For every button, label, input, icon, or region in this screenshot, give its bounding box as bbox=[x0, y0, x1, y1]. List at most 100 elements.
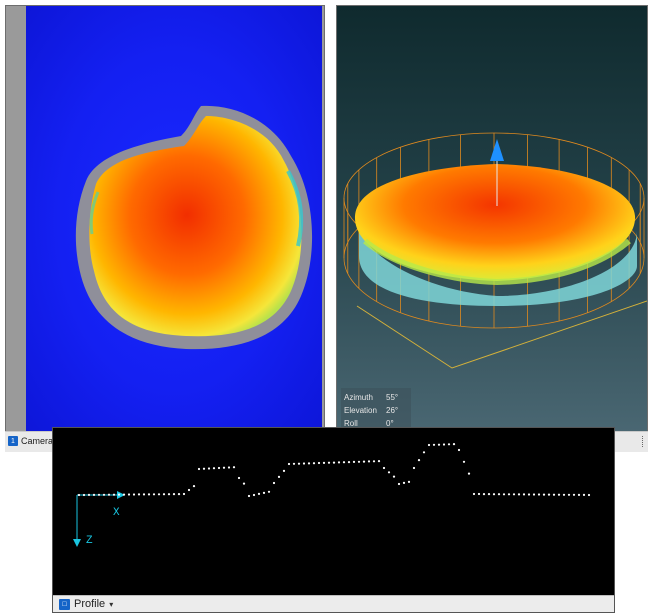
profile-point bbox=[487, 493, 491, 496]
profile-point bbox=[287, 462, 291, 466]
point-cloud-side bbox=[359, 221, 637, 306]
profile-point bbox=[272, 481, 276, 485]
object-surface bbox=[89, 116, 302, 337]
profile-point bbox=[202, 467, 206, 470]
profile-panel[interactable]: X Z □ Profile ▾ bbox=[52, 427, 615, 613]
profile-point bbox=[257, 492, 261, 495]
profile-point bbox=[132, 493, 136, 496]
profile-point bbox=[322, 461, 326, 464]
orientation-row: Roll 0° bbox=[344, 417, 408, 430]
profile-point bbox=[417, 459, 421, 462]
profile-toolbar: □ Profile ▾ bbox=[53, 595, 614, 612]
panel-grip-handle[interactable] bbox=[642, 436, 646, 447]
profile-points bbox=[77, 443, 591, 498]
azimuth-value: 55° bbox=[386, 393, 399, 402]
profile-point bbox=[532, 493, 536, 496]
profile-point bbox=[512, 493, 516, 496]
profile-point bbox=[157, 493, 161, 496]
profile-point bbox=[232, 466, 236, 469]
profile-point bbox=[502, 493, 506, 496]
profile-point bbox=[97, 493, 101, 496]
profile-point bbox=[507, 493, 511, 496]
3d-view-panel[interactable]: Azimuth 55° Elevation 26° Roll 0° bbox=[336, 5, 648, 451]
profile-point bbox=[582, 493, 586, 496]
profile-point bbox=[207, 467, 211, 470]
profile-point bbox=[527, 493, 531, 496]
profile-dropdown-chevron-icon[interactable]: ▾ bbox=[109, 599, 114, 609]
profile-title[interactable]: Profile bbox=[74, 598, 106, 610]
profile-point bbox=[112, 493, 116, 496]
profile-point bbox=[397, 482, 401, 486]
profile-point bbox=[587, 493, 591, 497]
profile-point bbox=[402, 481, 406, 484]
point-cloud-surface bbox=[354, 164, 636, 281]
profile-point bbox=[267, 490, 271, 493]
profile-point bbox=[462, 460, 466, 463]
profile-point bbox=[492, 493, 496, 496]
profile-point bbox=[357, 460, 361, 463]
profile-point bbox=[142, 493, 146, 496]
profile-point bbox=[552, 493, 556, 496]
profile-point bbox=[117, 493, 121, 496]
profile-point bbox=[247, 494, 251, 498]
profile-point bbox=[312, 462, 316, 465]
profile-point bbox=[147, 493, 151, 496]
profile-point bbox=[577, 493, 581, 496]
profile-point bbox=[457, 448, 461, 452]
orientation-row: Azimuth 55° bbox=[344, 391, 408, 404]
profile-point bbox=[122, 493, 126, 496]
height-map-image bbox=[75, 105, 313, 350]
profile-point bbox=[377, 460, 381, 463]
profile-point bbox=[537, 493, 541, 496]
ground-plane bbox=[356, 300, 647, 369]
profile-point bbox=[442, 443, 446, 446]
profile-point bbox=[87, 493, 91, 496]
profile-point bbox=[282, 469, 286, 472]
profile-point bbox=[422, 451, 426, 454]
profile-point bbox=[182, 492, 186, 496]
profile-point bbox=[562, 493, 566, 496]
profile-point bbox=[437, 443, 441, 446]
profile-point bbox=[277, 475, 281, 478]
profile-point bbox=[432, 443, 436, 446]
3d-point-cloud bbox=[343, 132, 647, 369]
profile-point bbox=[452, 443, 456, 446]
profile-point bbox=[172, 493, 176, 496]
z-axis-arrow-icon bbox=[73, 539, 81, 547]
profile-point bbox=[567, 493, 571, 496]
profile-point bbox=[77, 493, 81, 497]
profile-point bbox=[497, 493, 501, 496]
profile-point bbox=[317, 461, 321, 465]
camera-tab[interactable]: 1 Camera bbox=[8, 436, 53, 446]
camera-height-map[interactable] bbox=[26, 6, 322, 436]
profile-point bbox=[187, 488, 191, 492]
profile-point bbox=[177, 493, 181, 496]
x-axis-label: X bbox=[113, 507, 120, 519]
orientation-row: Elevation 26° bbox=[344, 404, 408, 417]
profile-point bbox=[192, 485, 196, 488]
camera-tab-label: Camera bbox=[21, 436, 54, 446]
profile-point bbox=[352, 460, 356, 463]
camera-panel[interactable] bbox=[5, 5, 325, 451]
profile-point bbox=[92, 493, 96, 496]
profile-point bbox=[227, 466, 231, 469]
profile-point bbox=[517, 493, 521, 496]
profile-point bbox=[327, 461, 331, 464]
profile-plot: X Z bbox=[73, 443, 591, 547]
profile-point bbox=[292, 462, 296, 465]
profile-point bbox=[82, 493, 86, 497]
profile-point bbox=[412, 466, 416, 470]
profile-point bbox=[162, 493, 166, 496]
profile-point bbox=[212, 467, 216, 470]
profile-point bbox=[482, 493, 486, 496]
elevation-value: 26° bbox=[386, 406, 399, 415]
profile-point bbox=[407, 480, 411, 483]
profile-point bbox=[337, 461, 341, 464]
profile-point bbox=[302, 462, 306, 465]
profile-point bbox=[387, 471, 391, 474]
profile-point bbox=[297, 462, 301, 465]
azimuth-label: Azimuth bbox=[344, 393, 373, 402]
profile-point bbox=[477, 492, 481, 496]
profile-point bbox=[237, 476, 241, 480]
profile-point bbox=[572, 493, 576, 496]
